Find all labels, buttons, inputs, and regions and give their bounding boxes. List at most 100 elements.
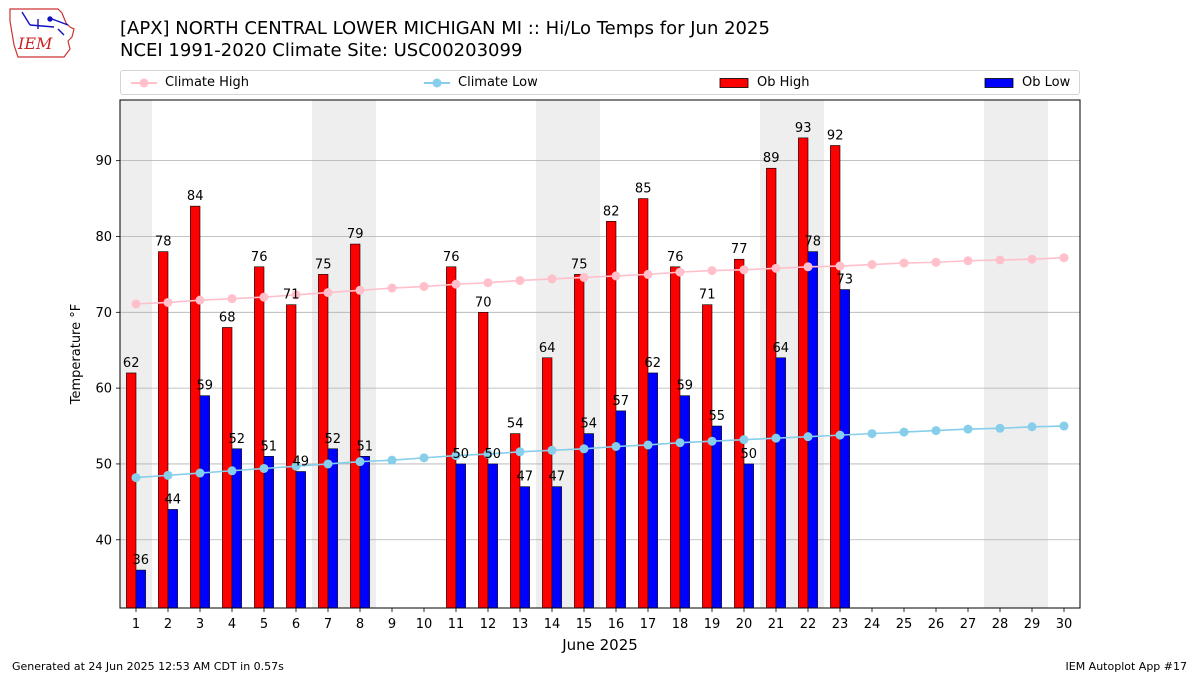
x-tick-label: 27	[960, 617, 977, 632]
climate-high-point	[803, 262, 813, 272]
climate-low-point	[323, 459, 333, 469]
ob-low-bar	[327, 448, 338, 609]
ob-low-bar	[135, 569, 146, 609]
climate-high-point	[291, 290, 301, 300]
ob-low-bar	[711, 425, 722, 609]
x-tick-label: 13	[512, 617, 529, 632]
ob-high-label: 54	[507, 417, 524, 432]
climate-low-point	[707, 436, 717, 446]
x-tick-label: 17	[640, 617, 657, 632]
climate-high-line	[135, 256, 1065, 305]
climate-low-point	[547, 445, 557, 455]
ob-low-label: 51	[357, 439, 374, 454]
climate-low-point	[1059, 421, 1069, 431]
ob-high-bar	[670, 266, 681, 609]
x-tick-label: 22	[800, 617, 817, 632]
ob-low-bar	[807, 251, 818, 609]
ob-low-bar	[455, 463, 466, 609]
ob-low-bar	[519, 486, 530, 609]
ob-high-bar	[766, 167, 777, 609]
ob-high-label: 79	[347, 227, 364, 242]
climate-low-point	[227, 466, 237, 476]
x-tick-label: 4	[228, 617, 236, 632]
x-tick-label: 2	[164, 617, 172, 632]
ob-low-label: 55	[709, 409, 726, 424]
ob-high-label: 93	[795, 121, 812, 136]
ob-high-bar	[734, 258, 745, 609]
ob-high-label: 71	[283, 288, 300, 303]
ob-low-bar	[583, 433, 594, 609]
climate-low-point	[163, 470, 173, 480]
ob-high-bar	[798, 137, 809, 609]
climate-low-point	[963, 424, 973, 434]
ob-low-label: 54	[581, 417, 598, 432]
ob-high-label: 89	[763, 151, 780, 166]
climate-low-point	[611, 442, 621, 452]
climate-low-point	[131, 473, 141, 483]
climate-high-swatch-icon	[131, 78, 157, 87]
climate-low-point	[195, 468, 205, 478]
ob-high-bar	[446, 266, 457, 609]
ob-low-bar	[263, 456, 274, 609]
ob-high-label: 64	[539, 341, 556, 356]
ob-high-label: 76	[443, 250, 460, 265]
ob-low-bar	[167, 509, 178, 609]
x-tick-label: 11	[448, 617, 465, 632]
ob-low-label: 52	[325, 432, 342, 447]
ob-low-label: 49	[293, 455, 310, 470]
ob-low-label: 36	[133, 553, 150, 568]
ob-high-bar	[702, 304, 713, 609]
ob-low-label: 47	[549, 470, 566, 485]
x-tick-label: 7	[324, 617, 332, 632]
climate-low-point	[419, 453, 429, 463]
x-tick-label: 21	[768, 617, 785, 632]
climate-high-point	[739, 265, 749, 275]
y-tick-label: 50	[95, 457, 112, 472]
legend-label: Climate Low	[458, 75, 538, 90]
legend: Climate High Climate Low Ob High Ob Low	[120, 70, 1080, 95]
climate-high-point	[515, 275, 525, 285]
y-tick-label: 60	[95, 382, 112, 397]
x-tick-label: 28	[992, 617, 1009, 632]
logo-text: IEM	[17, 34, 53, 53]
ob-high-bar	[574, 274, 585, 609]
x-tick-label: 26	[928, 617, 945, 632]
ob-high-label: 75	[571, 257, 588, 272]
climate-high-point	[931, 257, 941, 267]
climate-low-point	[451, 451, 461, 461]
x-tick-label: 29	[1024, 617, 1041, 632]
iem-logo: IEM	[9, 8, 75, 58]
ob-low-label: 59	[677, 379, 694, 394]
ob-low-label: 78	[805, 235, 822, 250]
x-tick-label: 1	[132, 617, 140, 632]
weekend-band	[984, 100, 1016, 608]
ob-high-label: 84	[187, 189, 204, 204]
ob-high-label: 76	[667, 250, 684, 265]
x-tick-label: 3	[196, 617, 204, 632]
ob-low-label: 73	[837, 273, 854, 288]
climate-high-point	[355, 285, 365, 295]
ob-low-bar	[199, 395, 210, 609]
ob-low-label: 44	[165, 492, 182, 507]
ob-low-label: 57	[613, 394, 630, 409]
ob-low-label: 59	[197, 379, 214, 394]
legend-item-climate-low: Climate Low	[424, 74, 538, 91]
climate-high-point	[1059, 253, 1069, 263]
ob-high-label: 68	[219, 310, 236, 325]
climate-high-point	[835, 261, 845, 271]
ob-low-bar	[647, 372, 658, 609]
ob-low-label: 64	[773, 341, 790, 356]
x-tick-label: 24	[864, 617, 881, 632]
y-tick-label: 70	[95, 306, 112, 321]
x-tick-label: 25	[896, 617, 913, 632]
y-tick-label: 90	[95, 154, 112, 169]
legend-item-climate-high: Climate High	[131, 74, 249, 91]
x-tick-label: 30	[1056, 617, 1073, 632]
climate-high-point	[483, 278, 493, 288]
ob-low-bar	[615, 410, 626, 609]
climate-high-point	[643, 269, 653, 279]
climate-low-point	[259, 463, 269, 473]
weather-instruments-icon	[21, 11, 69, 36]
ob-low-bar	[743, 463, 754, 609]
ob-low-label: 51	[261, 439, 278, 454]
